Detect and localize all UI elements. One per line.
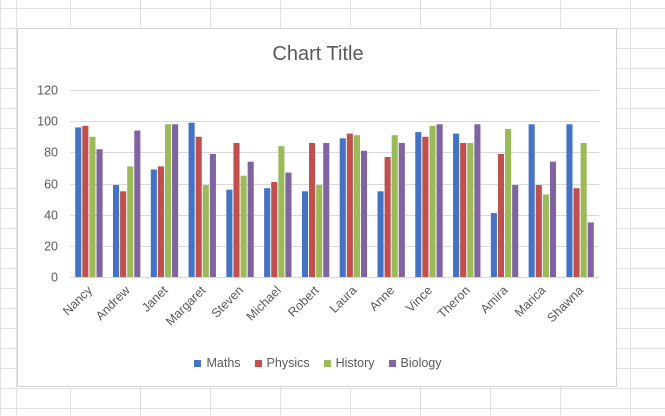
x-tick-label: Nancy <box>60 283 95 318</box>
bar-maths-janet[interactable] <box>150 169 157 277</box>
bar-maths-robert[interactable] <box>301 191 309 277</box>
legend-label: Biology <box>400 356 442 370</box>
x-tick-label: Andrew <box>93 283 134 324</box>
bar-physics-steven[interactable] <box>233 142 240 277</box>
y-tick-label: 100 <box>37 115 58 129</box>
bar-history-nancy[interactable] <box>89 136 96 277</box>
bar-biology-anne[interactable] <box>398 142 405 277</box>
bar-maths-nancy[interactable] <box>75 127 82 278</box>
bar-physics-amira[interactable] <box>497 153 505 277</box>
bar-maths-laura[interactable] <box>339 138 346 277</box>
legend-label: History <box>335 356 375 370</box>
bar-physics-theron[interactable] <box>460 142 467 277</box>
legend[interactable]: Maths Physics History Biology <box>18 356 618 370</box>
bar-biology-steven[interactable] <box>247 161 254 277</box>
bar-physics-nancy[interactable] <box>82 125 89 277</box>
legend-label: Maths <box>206 356 241 370</box>
bar-biology-margaret[interactable] <box>209 153 216 277</box>
bar-physics-shawna[interactable] <box>573 188 580 277</box>
bar-history-robert[interactable] <box>316 185 323 277</box>
legend-item-history[interactable]: History <box>323 356 375 370</box>
legend-item-biology[interactable]: Biology <box>388 356 442 370</box>
bar-maths-anne[interactable] <box>377 191 384 277</box>
bar-history-steven[interactable] <box>240 175 247 277</box>
legend-swatch <box>254 359 262 367</box>
x-tick-label: Laura <box>327 283 360 316</box>
bar-physics-marica[interactable] <box>535 185 542 277</box>
bar-biology-laura[interactable] <box>360 150 368 277</box>
x-tick-label: Vince <box>403 283 435 315</box>
bar-maths-steven[interactable] <box>226 189 233 277</box>
bar-history-marica[interactable] <box>542 194 549 277</box>
bars <box>75 122 594 278</box>
bar-biology-vince[interactable] <box>436 124 443 277</box>
y-tick-label: 0 <box>51 271 58 285</box>
bar-history-andrew[interactable] <box>127 166 134 277</box>
bar-biology-nancy[interactable] <box>96 149 103 277</box>
bar-maths-amira[interactable] <box>490 213 497 277</box>
bar-physics-vince[interactable] <box>422 136 429 277</box>
bar-biology-robert[interactable] <box>323 142 330 277</box>
bar-physics-robert[interactable] <box>309 142 316 277</box>
bar-maths-shawna[interactable] <box>566 124 573 277</box>
bar-history-theron[interactable] <box>467 142 474 277</box>
bar-history-margaret[interactable] <box>202 185 209 277</box>
bar-physics-laura[interactable] <box>346 133 353 277</box>
chart-title[interactable]: Chart Title <box>272 43 364 65</box>
bar-history-michael[interactable] <box>278 146 285 277</box>
x-tick-label: Shawna <box>544 283 586 325</box>
y-tick-label: 40 <box>44 209 58 223</box>
bar-biology-shawna[interactable] <box>587 222 594 277</box>
y-axis-ticks: 0 20 40 60 80 100 120 <box>37 84 58 285</box>
x-tick-label: Marica <box>512 283 548 319</box>
bar-maths-margaret[interactable] <box>188 122 195 277</box>
gridlines <box>70 90 599 278</box>
bar-history-anne[interactable] <box>391 135 398 277</box>
legend-item-physics[interactable]: Physics <box>254 356 310 370</box>
x-tick-label: Theron <box>435 283 473 321</box>
bar-history-shawna[interactable] <box>580 142 587 277</box>
bar-biology-andrew[interactable] <box>134 130 141 277</box>
x-tick-label: Anne <box>367 283 398 314</box>
bar-physics-michael[interactable] <box>271 181 278 277</box>
legend-label: Physics <box>266 356 310 370</box>
x-tick-label: Margaret <box>163 283 209 329</box>
bar-history-janet[interactable] <box>164 124 172 277</box>
x-tick-label: Robert <box>285 283 322 320</box>
bar-maths-michael[interactable] <box>264 188 271 277</box>
bar-history-vince[interactable] <box>429 125 436 277</box>
bar-biology-marica[interactable] <box>549 161 557 277</box>
chart-area[interactable]: 0 20 40 60 80 100 120 Nancy Andrew Janet Margaret… <box>17 28 617 387</box>
bar-physics-andrew[interactable] <box>120 191 127 277</box>
bar-physics-anne[interactable] <box>384 157 391 277</box>
bar-biology-michael[interactable] <box>285 172 292 277</box>
bar-biology-amira[interactable] <box>512 185 519 277</box>
y-tick-label: 20 <box>44 240 58 254</box>
bar-maths-andrew[interactable] <box>112 185 120 277</box>
y-tick-label: 80 <box>44 146 58 160</box>
x-tick-label: Janet <box>139 283 171 315</box>
legend-swatch <box>388 359 396 367</box>
x-tick-label: Michael <box>244 283 284 323</box>
bar-history-laura[interactable] <box>353 135 360 277</box>
bar-physics-janet[interactable] <box>157 166 164 277</box>
y-tick-label: 60 <box>44 178 58 192</box>
bar-maths-vince[interactable] <box>415 132 422 277</box>
legend-swatch <box>194 359 202 367</box>
bar-maths-marica[interactable] <box>528 124 535 277</box>
legend-swatch <box>323 359 331 367</box>
bar-maths-theron[interactable] <box>453 133 460 277</box>
bar-biology-janet[interactable] <box>172 124 179 277</box>
y-tick-label: 120 <box>37 84 58 98</box>
legend-item-maths[interactable]: Maths <box>194 356 241 370</box>
bar-history-amira[interactable] <box>505 128 512 277</box>
x-tick-label: Steven <box>209 283 246 320</box>
bar-biology-theron[interactable] <box>474 124 481 277</box>
bar-physics-margaret[interactable] <box>195 136 202 277</box>
x-tick-label: Amira <box>478 283 511 316</box>
